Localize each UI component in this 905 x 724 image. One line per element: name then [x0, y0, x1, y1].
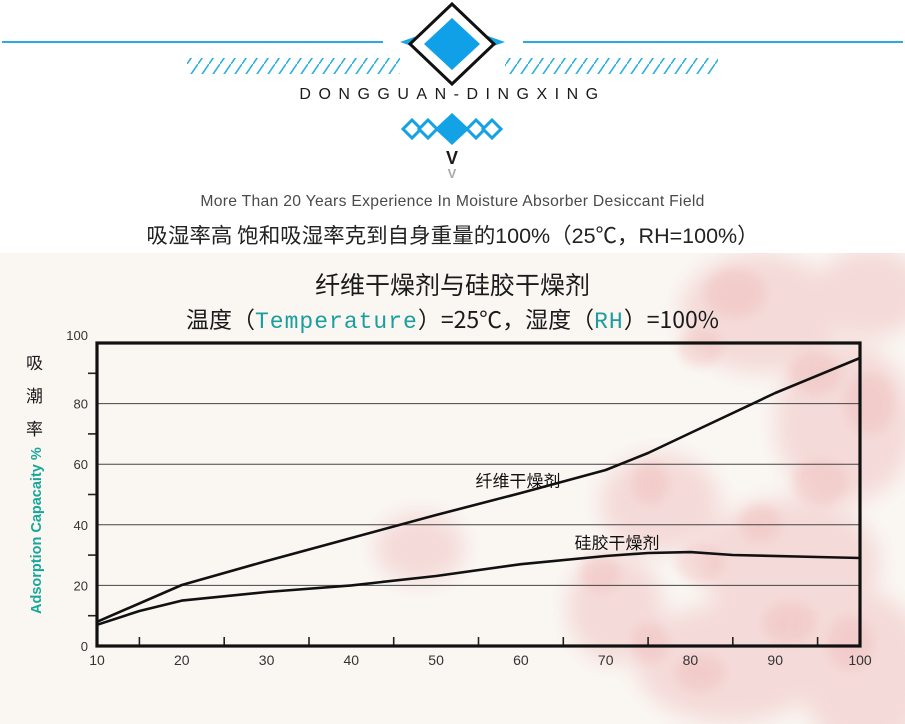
- svg-text:40: 40: [74, 518, 88, 533]
- svg-text:60: 60: [74, 457, 88, 472]
- svg-text:90: 90: [767, 652, 783, 668]
- svg-text:0: 0: [81, 639, 88, 654]
- svg-text:60: 60: [513, 652, 529, 668]
- svg-text:V: V: [448, 166, 457, 181]
- svg-text:30: 30: [259, 652, 275, 668]
- svg-text:40: 40: [344, 652, 360, 668]
- svg-text:80: 80: [683, 652, 699, 668]
- svg-text:10: 10: [89, 652, 105, 668]
- svg-text:100: 100: [848, 652, 872, 668]
- svg-text:纤维干燥剂: 纤维干燥剂: [476, 467, 561, 492]
- svg-text:70: 70: [598, 652, 614, 668]
- svg-text:V: V: [446, 148, 458, 168]
- svg-text:硅胶干燥剂: 硅胶干燥剂: [575, 529, 660, 554]
- svg-text:100: 100: [66, 328, 88, 343]
- svg-text:50: 50: [428, 652, 444, 668]
- svg-text:80: 80: [74, 397, 88, 412]
- svg-text:20: 20: [74, 578, 88, 593]
- svg-text:20: 20: [174, 652, 190, 668]
